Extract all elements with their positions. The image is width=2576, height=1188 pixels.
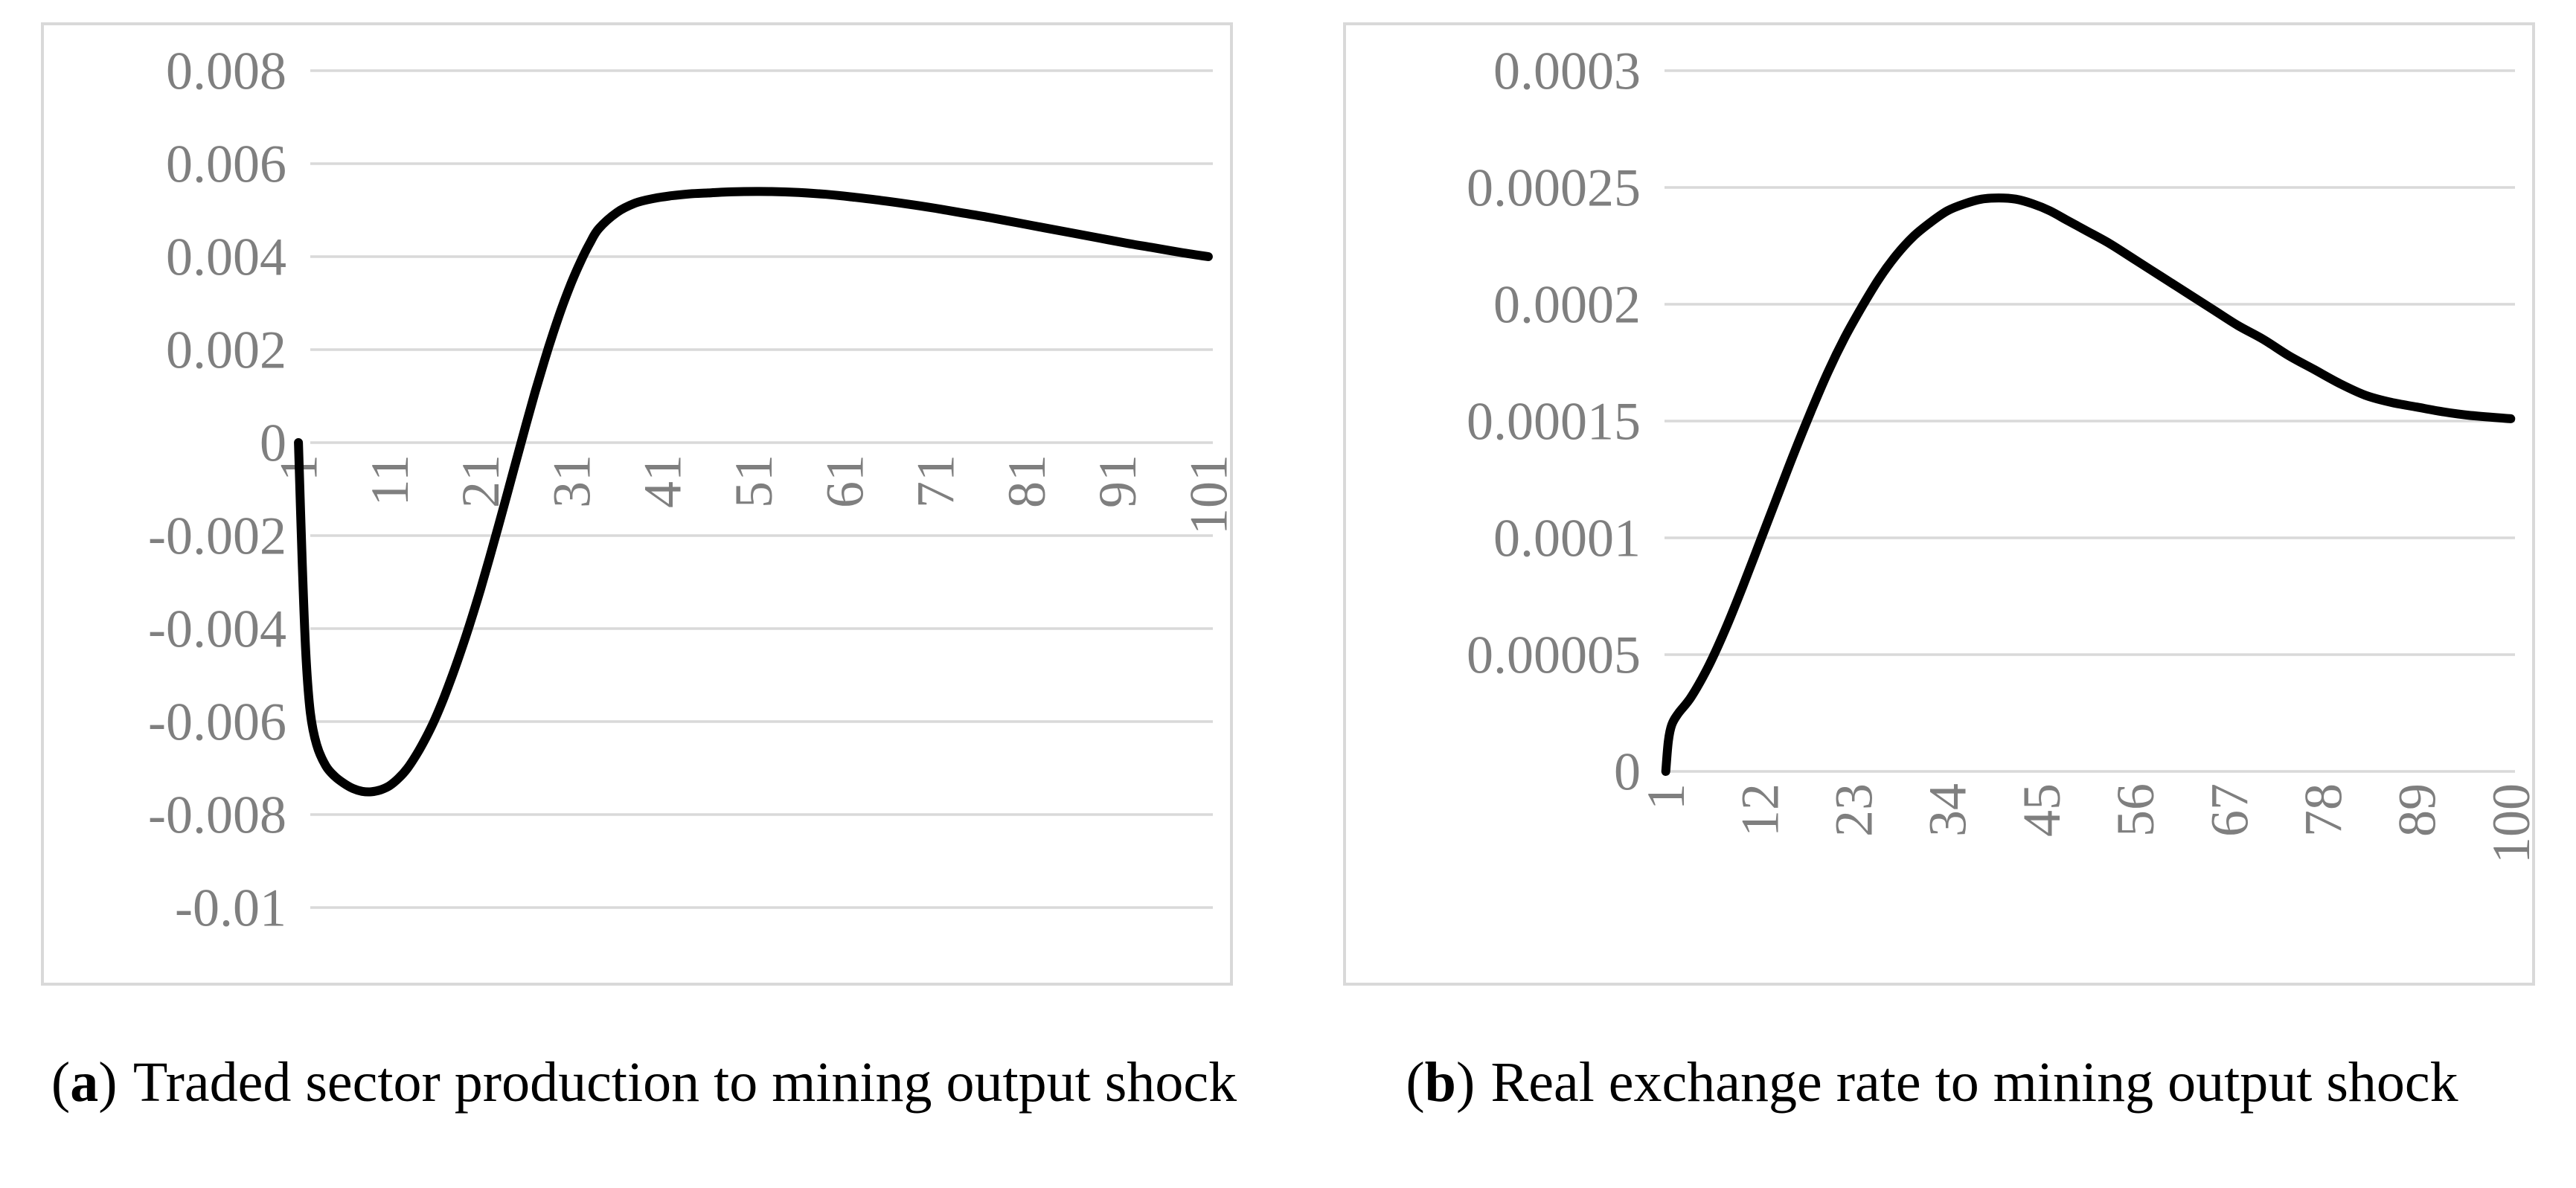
x-tick-label: 31 [542, 455, 601, 508]
x-axis-tick-labels: 1 11 21 31 41 51 61 71 81 91 101 [269, 455, 1233, 535]
caption-b-open: ( [1406, 1051, 1425, 1114]
line-chart-a: 0.008 0.006 0.004 0.002 0 -0.002 -0.004 -0.006 -… [41, 22, 1233, 986]
y-tick-label: 0 [1614, 742, 1641, 801]
caption-b-text: Real exchange rate to mining output shoc… [1490, 1051, 2458, 1114]
caption-a-text: Traded sector production to mining outpu… [132, 1051, 1237, 1114]
y-tick-label: 0.00015 [1467, 391, 1641, 451]
y-tick-label: 0.00025 [1467, 158, 1641, 217]
x-tick-label: 34 [1918, 783, 1978, 837]
y-axis-tick-labels: 0.008 0.006 0.004 0.002 0 -0.002 -0.004 -0.006 -… [148, 41, 286, 937]
series-line-traded-sector-production-irf [294, 187, 1213, 797]
x-tick-label: 11 [360, 455, 420, 506]
x-tick-label: 81 [997, 455, 1057, 508]
y-tick-label: 0.0003 [1493, 41, 1641, 100]
series-line-real-exchange-rate-irf [1661, 193, 2516, 776]
y-tick-label: 0 [260, 413, 286, 472]
y-axis-tick-labels: 0.0003 0.00025 0.0002 0.00015 0.0001 0.00005 0 [1467, 41, 1641, 801]
y-tick-label: 0.00005 [1467, 625, 1641, 684]
x-tick-label: 101 [1179, 455, 1233, 535]
caption-a: (a) Traded sector production to mining ou… [0, 1047, 1288, 1118]
x-tick-label: 56 [2106, 783, 2165, 837]
caption-b-close: ) [1455, 1051, 1476, 1114]
x-tick-label: 61 [815, 455, 874, 508]
y-tick-label: -0.004 [148, 599, 286, 658]
y-tick-label: 0.002 [166, 320, 286, 379]
x-tick-label: 12 [1730, 783, 1790, 837]
x-tick-label: 41 [633, 455, 693, 508]
y-tick-label: 0.006 [166, 134, 286, 193]
x-tick-label: 78 [2293, 783, 2353, 837]
x-tick-label: 51 [724, 455, 784, 508]
x-tick-label: 71 [906, 455, 966, 508]
y-tick-label: -0.002 [148, 506, 286, 565]
x-tick-label: 89 [2388, 783, 2447, 837]
x-tick-label: 67 [2199, 783, 2259, 837]
y-tick-label: 0.0001 [1493, 508, 1641, 568]
line-chart-b: 0.00030.000250.00020.000150.00010.000050… [1343, 22, 2535, 986]
y-tick-label: 0.008 [166, 41, 286, 100]
caption-a-close: ) [98, 1051, 118, 1114]
chart-panel-b: 0.0003 0.00025 0.0002 0.00015 0.0001 0.00005 0… [1343, 22, 2535, 986]
x-tick-label: 21 [451, 455, 510, 508]
x-tick-label: 23 [1824, 783, 1884, 837]
caption-b-letter: b [1424, 1051, 1456, 1114]
chart-panels: 0.008 0.006 0.004 0.002 0 -0.002 -0.004 -0.006 -… [41, 22, 2535, 986]
x-tick-label: 1 [1636, 783, 1696, 810]
gridlines [310, 69, 1213, 909]
caption-b: (b) Real exchange rate to mining output s… [1288, 1047, 2576, 1118]
x-tick-label: 91 [1088, 455, 1147, 508]
x-tick-label: 45 [2012, 783, 2072, 837]
caption-a-letter: a [70, 1051, 99, 1114]
y-tick-label: 0.004 [166, 227, 286, 286]
chart-panel-a: 0.008 0.006 0.004 0.002 0 -0.002 -0.004 -0.006 -… [41, 22, 1233, 986]
caption-a-open: ( [51, 1051, 71, 1114]
y-tick-label: -0.008 [148, 785, 286, 844]
y-tick-label: -0.01 [175, 878, 286, 937]
gridlines [1665, 69, 2515, 773]
x-axis-tick-labels: 1 12 23 34 45 56 67 78 89 100 [1636, 783, 2535, 864]
y-tick-label: 0.0002 [1493, 274, 1641, 334]
chart-border [1343, 22, 2535, 986]
chart-border [41, 22, 1233, 986]
captions-row: (a) Traded sector production to mining ou… [0, 1047, 2576, 1118]
y-tick-label: -0.006 [148, 692, 286, 751]
x-tick-label: 100 [2482, 783, 2535, 864]
